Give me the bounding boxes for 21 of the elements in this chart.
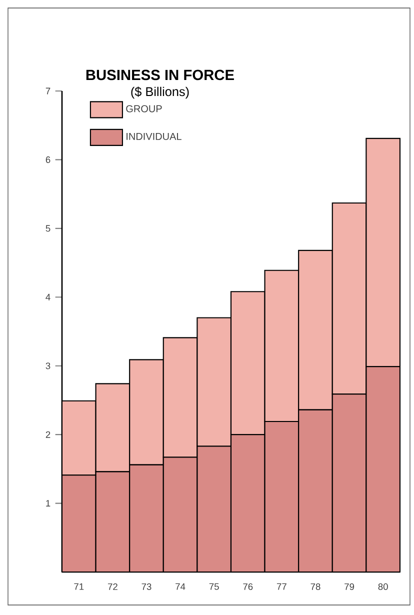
y-tick-label: 5: [46, 225, 50, 232]
x-tick-label: 73: [142, 583, 152, 590]
x-tick-label: 76: [243, 583, 253, 590]
y-tick-label: 7: [46, 88, 50, 94]
x-tick-label: 79: [344, 583, 354, 590]
legend-label: INDIVIDUAL: [126, 132, 182, 140]
x-tick-label: 80: [378, 583, 388, 590]
x-tick-label: 71: [74, 583, 84, 590]
x-tick-label: 77: [276, 583, 286, 590]
chart-subtitle: ($ Billions): [131, 86, 189, 99]
x-tick-label: 75: [209, 583, 219, 590]
legend-label: GROUP: [126, 105, 162, 112]
y-tick-label: 6: [46, 156, 50, 164]
x-tick-label: 74: [176, 583, 186, 590]
x-tick-label: 72: [108, 583, 118, 590]
y-tick-label: 2: [46, 431, 50, 438]
y-tick-label: 1: [46, 500, 50, 506]
y-tick-label: 3: [46, 362, 50, 370]
x-tick-label: 78: [310, 583, 320, 590]
y-tick-label: 4: [46, 294, 50, 300]
chart-title: BUSINESS IN FORCE: [86, 70, 234, 80]
